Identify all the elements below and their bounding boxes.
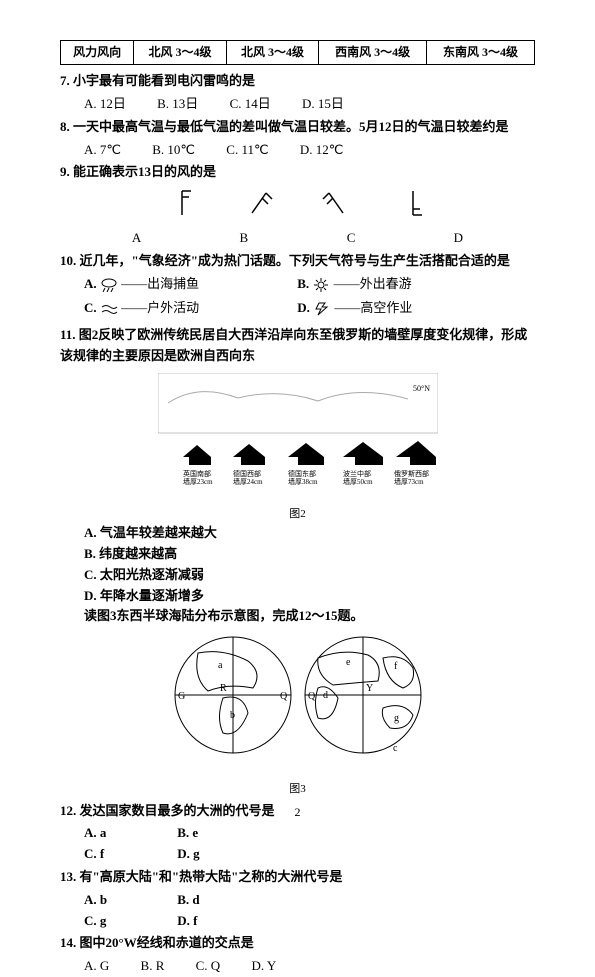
q7-B: B. 13日 [157,94,198,115]
sun-icon [312,278,330,292]
fig3-caption: 图3 [60,781,535,799]
page-number: 2 [0,803,595,822]
q8-stem: 8. 一天中最高气温与最低气温的差叫做气温日较差。5月12日的气温日较差约是 [60,117,535,138]
svg-text:R: R [220,683,227,694]
svg-text:Y: Y [366,683,373,694]
wind-symbols-row [60,187,535,224]
figure-2: 50°N 英国南部墙厚23cm 德国西部墙厚24cm 德国东部墙厚38cm 波兰… [60,373,535,500]
svg-text:墙厚24cm: 墙厚24cm [233,477,263,486]
svg-text:英国南部: 英国南部 [183,469,211,478]
q11-B: B. 纬度越来越高 [84,544,535,565]
q12-A: A. a [84,823,174,844]
wind-header: 风力风向 [61,41,134,65]
svg-text:波兰中部: 波兰中部 [343,469,371,478]
q7-A: A. 12日 [84,94,126,115]
hemispheres-map-icon: a b G R Q d e f g Q Y c [168,633,428,768]
wind-table: 风力风向 北风 3～4级 北风 3～4级 西南风 3～4级 东南风 3～4级 [60,40,535,65]
q14-A: A. G [84,956,109,977]
q10-C: ——户外活动 [121,300,199,315]
wind-cell: 北风 3～4级 [226,41,318,65]
svg-text:Q: Q [308,691,316,702]
sand-icon [100,302,118,316]
q11-A: A. 气温年较差越来越大 [84,523,535,544]
q13-stem: 13. 有"高原大陆"和"热带大陆"之称的大洲代号是 [60,867,535,888]
svg-text:d: d [323,690,328,701]
rain-icon [100,278,118,292]
q7-D: D. 15日 [302,94,344,115]
q8-A: A. 7℃ [84,140,121,161]
wind-cell: 北风 3～4级 [134,41,226,65]
q9-D: D [428,228,488,249]
fig2-caption: 图2 [60,506,535,524]
wind-symbol-c-icon [321,187,351,217]
svg-text:Q: Q [280,691,288,702]
svg-text:c: c [393,743,398,754]
q9-C: C [321,228,381,249]
q8-C: C. 11℃ [226,140,268,161]
q14-stem: 14. 图中20°W经线和赤道的交点是 [60,933,535,954]
svg-text:b: b [230,710,235,721]
svg-text:墙厚73cm: 墙厚73cm [394,477,424,486]
svg-text:f: f [394,661,398,672]
q9-A: A [107,228,167,249]
q14-D: D. Y [251,956,276,977]
svg-text:德国西部: 德国西部 [233,469,261,478]
q7-options: A. 12日 B. 13日 C. 14日 D. 15日 [84,94,535,115]
q10-A: ——出海捕鱼 [121,276,199,291]
q11-D: D. 年降水量逐渐增多 [84,586,535,607]
figure-3: a b G R Q d e f g Q Y c [60,633,535,775]
q11-stem: 11. 图2反映了欧洲传统民居自大西洋沿岸向东至俄罗斯的墙壁厚度变化规律，形成该… [60,325,535,367]
q13-A: A. b [84,890,174,911]
q7-C: C. 14日 [230,94,271,115]
q8-B: B. 10℃ [152,140,195,161]
svg-text:俄罗斯西部: 俄罗斯西部 [394,469,429,478]
wind-cell: 西南风 3～4级 [319,41,427,65]
q10-stem: 10. 近几年，"气象经济"成为热门话题。下列天气符号与生产生活搭配合适的是 [60,251,535,272]
q8-D: D. 12℃ [300,140,344,161]
q14-B: B. R [141,956,165,977]
svg-text:G: G [178,691,185,702]
wind-cell: 东南风 3～4级 [427,41,535,65]
q12-options: A. a B. e C. f D. g [84,823,535,865]
q10-D: ——高空作业 [334,300,412,315]
q12-B: B. e [177,823,267,844]
q13-C: C. g [84,911,174,932]
wind-symbol-a-icon [167,187,197,217]
q13-options: A. b B. d C. g D. f [84,890,535,932]
q11-lead: 读图3东西半球海陆分布示意图，完成12～15题。 [84,606,535,627]
europe-wall-diagram-icon: 50°N 英国南部墙厚23cm 德国西部墙厚24cm 德国东部墙厚38cm 波兰… [158,373,438,493]
q12-C: C. f [84,844,174,865]
q14-C: C. Q [196,956,221,977]
q12-D: D. g [177,844,267,865]
q7-stem: 7. 小宇最有可能看到电闪雷鸣的是 [60,71,535,92]
q10-options: A. ——出海捕鱼 B. ——外出春游 C. ——户外活动 D. ——高空作业 [84,274,535,324]
q13-D: D. f [177,911,267,932]
q11-C: C. 太阳光热逐渐减弱 [84,565,535,586]
svg-text:e: e [346,657,351,668]
q14-options: A. G B. R C. Q D. Y [84,956,535,977]
svg-text:a: a [218,660,223,671]
svg-text:墙厚23cm: 墙厚23cm [183,477,213,486]
q9-labels: A B C D [60,228,535,249]
q8-options: A. 7℃ B. 10℃ C. 11℃ D. 12℃ [84,140,535,161]
q9-stem: 9. 能正确表示13日的风的是 [60,162,535,183]
lightning-icon [313,302,331,316]
q9-B: B [214,228,274,249]
wind-symbol-b-icon [244,187,274,217]
wind-symbol-d-icon [398,187,428,217]
svg-text:50°N: 50°N [413,384,430,393]
svg-text:墙厚50cm: 墙厚50cm [343,477,373,486]
svg-text:墙厚38cm: 墙厚38cm [288,477,318,486]
q10-B: ——外出春游 [334,276,412,291]
svg-text:德国东部: 德国东部 [288,469,316,478]
q13-B: B. d [177,890,267,911]
svg-text:g: g [394,713,399,724]
